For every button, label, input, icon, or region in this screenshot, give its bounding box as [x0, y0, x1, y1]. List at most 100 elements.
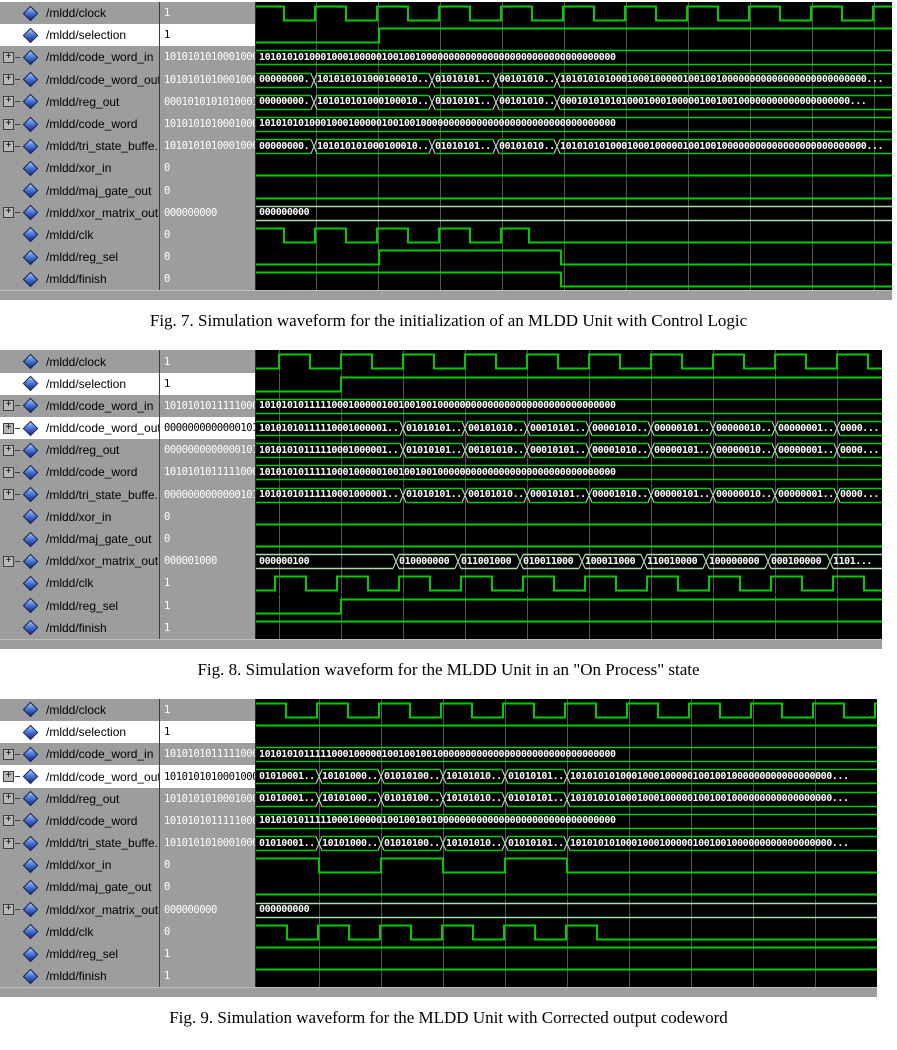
signal-row: +/mldd/xor_matrix_out 000000000 000000000 — [0, 898, 877, 921]
signal-name[interactable]: /mldd/clk — [46, 227, 94, 242]
signal-name[interactable]: /mldd/code_word_out — [46, 769, 160, 784]
signal-wave[interactable] — [256, 721, 877, 744]
signal-name[interactable]: /mldd/clk — [46, 924, 94, 939]
expand-icon[interactable]: + — [3, 555, 14, 567]
expand-icon[interactable]: + — [3, 74, 14, 86]
signal-wave[interactable]: 1010101011111000100000100100100100000000… — [256, 461, 882, 484]
signal-name[interactable]: /mldd/clk — [46, 576, 94, 591]
expand-icon[interactable]: + — [3, 748, 14, 760]
signal-wave[interactable] — [256, 572, 882, 595]
signal-name[interactable]: /mldd/reg_sel — [46, 598, 119, 613]
signal-name[interactable]: /mldd/tri_state_buffe... — [46, 836, 160, 851]
signal-wave[interactable]: 000000000 — [256, 201, 892, 224]
signal-name[interactable]: /mldd/clock — [46, 702, 107, 717]
expand-icon[interactable]: + — [3, 904, 14, 916]
signal-wave[interactable]: 1010101011111000100000100100100100000000… — [256, 809, 877, 832]
signal-wave[interactable] — [256, 920, 877, 943]
signal-wave[interactable] — [256, 2, 892, 25]
signal-wave[interactable] — [256, 942, 877, 966]
expand-icon[interactable]: + — [3, 96, 14, 108]
signal-name[interactable]: /mldd/clock — [46, 354, 107, 369]
signal-wave[interactable]: 00000000... 101010101000100010... 01010101… — [256, 90, 892, 113]
signal-name[interactable]: /mldd/xor_matrix_out — [46, 205, 159, 220]
expand-icon[interactable]: + — [3, 771, 14, 783]
expand-icon[interactable]: + — [3, 837, 14, 849]
signal-wave[interactable] — [256, 24, 892, 47]
signal-name[interactable]: /mldd/code_word_out — [46, 72, 160, 87]
signal-wave[interactable] — [256, 965, 877, 988]
signal-wave[interactable] — [256, 246, 892, 269]
signal-name[interactable]: /mldd/finish — [46, 272, 107, 287]
expand-icon[interactable]: + — [3, 466, 14, 478]
expand-icon[interactable]: + — [3, 140, 14, 152]
signal-wave[interactable]: 00000000... 101010101000100010... 01010101… — [256, 68, 892, 91]
signal-wave[interactable] — [256, 876, 877, 899]
signal-name[interactable]: /mldd/selection — [46, 376, 127, 391]
signal-wave[interactable]: 00000000... 101010101000100010... 01010101… — [256, 135, 892, 158]
signal-rows: /mldd/clock 1/mldd/selection 1 + /mldd/code_… — [0, 350, 882, 639]
expand-icon[interactable]: + — [3, 815, 14, 827]
signal-name[interactable]: /mldd/maj_gate_out — [46, 183, 152, 198]
signal-name[interactable]: /mldd/finish — [46, 969, 107, 984]
signal-wave[interactable]: 10101010111110001000001... 01010101... 001… — [256, 417, 882, 440]
signal-wave[interactable]: 01010001... 10101000... 01010100... 1010101… — [256, 765, 877, 788]
signal-name[interactable]: /mldd/xor_in — [46, 161, 112, 176]
signal-name[interactable]: /mldd/reg_sel — [46, 947, 119, 962]
signal-name[interactable]: /mldd/xor_matrix_out — [46, 902, 159, 917]
signal-name[interactable]: /mldd/code_word — [46, 465, 138, 480]
signal-wave[interactable] — [256, 505, 882, 528]
signal-wave[interactable]: 000000100 010000000 011001000 010011000 1000… — [256, 550, 882, 573]
signal-wave[interactable] — [256, 179, 892, 202]
signal-name[interactable]: /mldd/code_word — [46, 117, 138, 132]
signal-diamond-icon — [22, 27, 39, 44]
signal-wave[interactable]: 10101010111110001000001... 01010101... 001… — [256, 483, 882, 506]
signal-wave[interactable]: 01010001... 10101000... 01010100... 1010101… — [256, 832, 877, 855]
signal-wave[interactable] — [256, 223, 892, 247]
signal-wave[interactable]: 01010001... 10101000... 01010100... 1010101… — [256, 787, 877, 810]
signal-name[interactable]: /mldd/xor_in — [46, 858, 112, 873]
signal-name[interactable]: /mldd/reg_out — [46, 94, 120, 109]
signal-name[interactable]: /mldd/code_word — [46, 813, 138, 828]
expand-icon[interactable]: + — [3, 51, 14, 63]
signal-wave[interactable]: 000000000 — [256, 898, 877, 921]
expand-icon[interactable]: + — [3, 444, 14, 456]
expand-icon[interactable]: + — [3, 793, 14, 805]
signal-name[interactable]: /mldd/xor_matrix_out — [46, 554, 159, 569]
signal-wave[interactable] — [256, 527, 882, 551]
signal-wave[interactable]: 1010101010001000100000100100100000000000… — [256, 46, 892, 69]
signal-wave[interactable] — [256, 698, 877, 722]
signal-name[interactable]: /mldd/reg_sel — [46, 250, 119, 265]
signal-name[interactable]: /mldd/code_word_in — [46, 50, 154, 65]
signal-wave[interactable] — [256, 594, 882, 617]
signal-name[interactable]: /mldd/xor_in — [46, 509, 112, 524]
signal-name[interactable]: /mldd/selection — [46, 725, 127, 740]
expand-icon[interactable]: + — [3, 118, 14, 130]
signal-name[interactable]: /mldd/tri_state_buffe... — [46, 139, 160, 154]
signal-wave[interactable]: 10101010111110001000001... 01010101... 001… — [256, 439, 882, 462]
signal-name[interactable]: /mldd/maj_gate_out — [46, 880, 152, 895]
signal-name[interactable]: /mldd/code_word_in — [46, 398, 154, 413]
signal-wave[interactable] — [256, 372, 882, 395]
expand-icon[interactable]: + — [3, 207, 14, 219]
signal-wave[interactable]: 1010101011111000100000100100100100000000… — [256, 394, 882, 417]
signal-name[interactable]: /mldd/reg_out — [46, 791, 120, 806]
expand-icon[interactable]: + — [3, 489, 14, 501]
signal-name[interactable]: /mldd/tri_state_buffe... — [46, 487, 160, 502]
signal-name[interactable]: /mldd/finish — [46, 620, 107, 635]
signal-wave[interactable] — [256, 350, 882, 373]
signal-wave[interactable]: 1010101011111000100000100100100100000000… — [256, 743, 877, 766]
signal-wave[interactable] — [256, 157, 892, 180]
expand-icon[interactable]: + — [3, 400, 14, 412]
signal-name[interactable]: /mldd/reg_out — [46, 443, 120, 458]
signal-wave[interactable] — [256, 854, 877, 877]
signal-name[interactable]: /mldd/maj_gate_out — [46, 532, 152, 547]
signal-name[interactable]: /mldd/code_word_out — [46, 421, 160, 436]
signal-wave[interactable] — [256, 268, 892, 291]
expand-icon[interactable]: + — [3, 422, 14, 434]
signal-wave[interactable] — [256, 616, 882, 639]
signal-name[interactable]: /mldd/clock — [46, 6, 107, 21]
signal-name[interactable]: /mldd/selection — [46, 28, 127, 43]
signal-wave[interactable]: 1010101010001000100000100100100000000000… — [256, 112, 892, 136]
signal-name[interactable]: /mldd/code_word_in — [46, 747, 154, 762]
signal-diamond-icon — [22, 857, 39, 874]
